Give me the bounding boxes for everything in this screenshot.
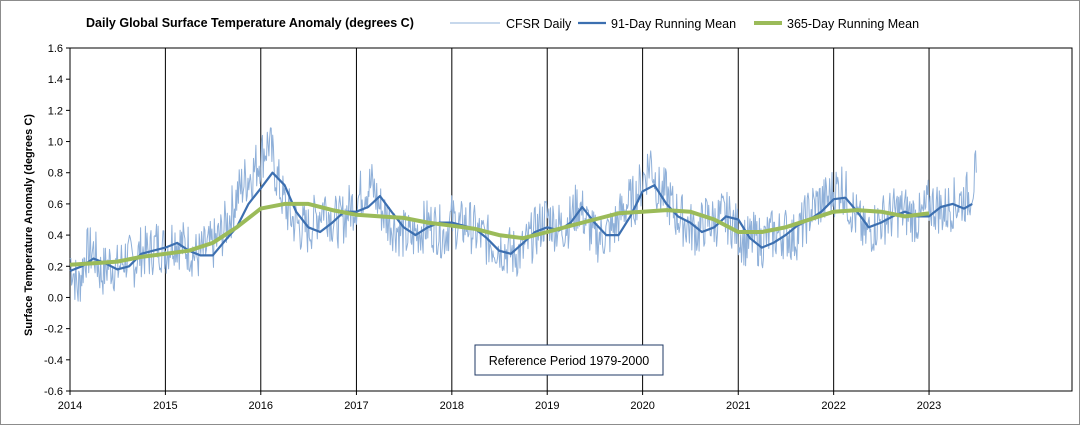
y-tick-label: 0.4	[48, 230, 63, 242]
y-tick-label: 0.2	[48, 261, 63, 273]
y-tick-label: 1.0	[48, 137, 63, 149]
y-tick-label: 0.6	[48, 199, 63, 211]
y-tick-label: 1.2	[48, 105, 63, 117]
legend-label-cfsr-daily: CFSR Daily	[506, 17, 572, 31]
y-axis: -0.6 -0.4 -0.2 0.0 0.2 0.4 0.6 0.8 1.0 1.2 1.4 1.6	[44, 43, 70, 398]
x-tick-label: 2014	[58, 400, 82, 412]
series-365-day-running-mean	[69, 201, 930, 267]
y-axis-label: Surface Temperature Anomaly (degrees C)	[23, 114, 35, 336]
x-tick-label: 2015	[153, 400, 177, 412]
y-tick-label: -0.6	[44, 386, 63, 398]
x-tick-label: 2016	[249, 400, 273, 412]
plot-area	[69, 47, 1073, 392]
y-tick-label: 1.6	[48, 43, 63, 55]
reference-period-annotation: Reference Period 1979-2000	[474, 344, 664, 376]
y-tick-label: -0.2	[44, 324, 63, 336]
x-tick-label: 2017	[344, 400, 368, 412]
legend-label-91-day-mean: 91-Day Running Mean	[611, 17, 736, 31]
legend: CFSR Daily 91-Day Running Mean 365-Day R…	[450, 17, 919, 31]
legend-label-365-day-mean: 365-Day Running Mean	[787, 17, 919, 31]
y-tick-label: 0.0	[48, 292, 63, 304]
x-tick-label: 2021	[726, 400, 750, 412]
chart-title: Daily Global Surface Temperature Anomaly…	[86, 16, 414, 30]
series-cfsr-daily	[69, 127, 977, 302]
annotation-text: Reference Period 1979-2000	[489, 354, 650, 368]
x-tick-label: 2020	[630, 400, 654, 412]
y-tick-label: -0.4	[44, 355, 63, 367]
y-tick-label: 1.4	[48, 74, 63, 86]
x-axis: 2014 2015 2016 2017 2018 2019 2020 2021 2022 2023	[58, 391, 941, 412]
y-tick-label: 0.8	[48, 168, 63, 180]
series-91-day-running-mean	[69, 171, 973, 273]
x-tick-label: 2018	[440, 400, 464, 412]
series-layer	[69, 127, 977, 302]
x-tick-label: 2023	[917, 400, 941, 412]
x-tick-label: 2019	[535, 400, 559, 412]
annotation-box	[474, 344, 664, 376]
x-tick-label: 2022	[821, 400, 845, 412]
